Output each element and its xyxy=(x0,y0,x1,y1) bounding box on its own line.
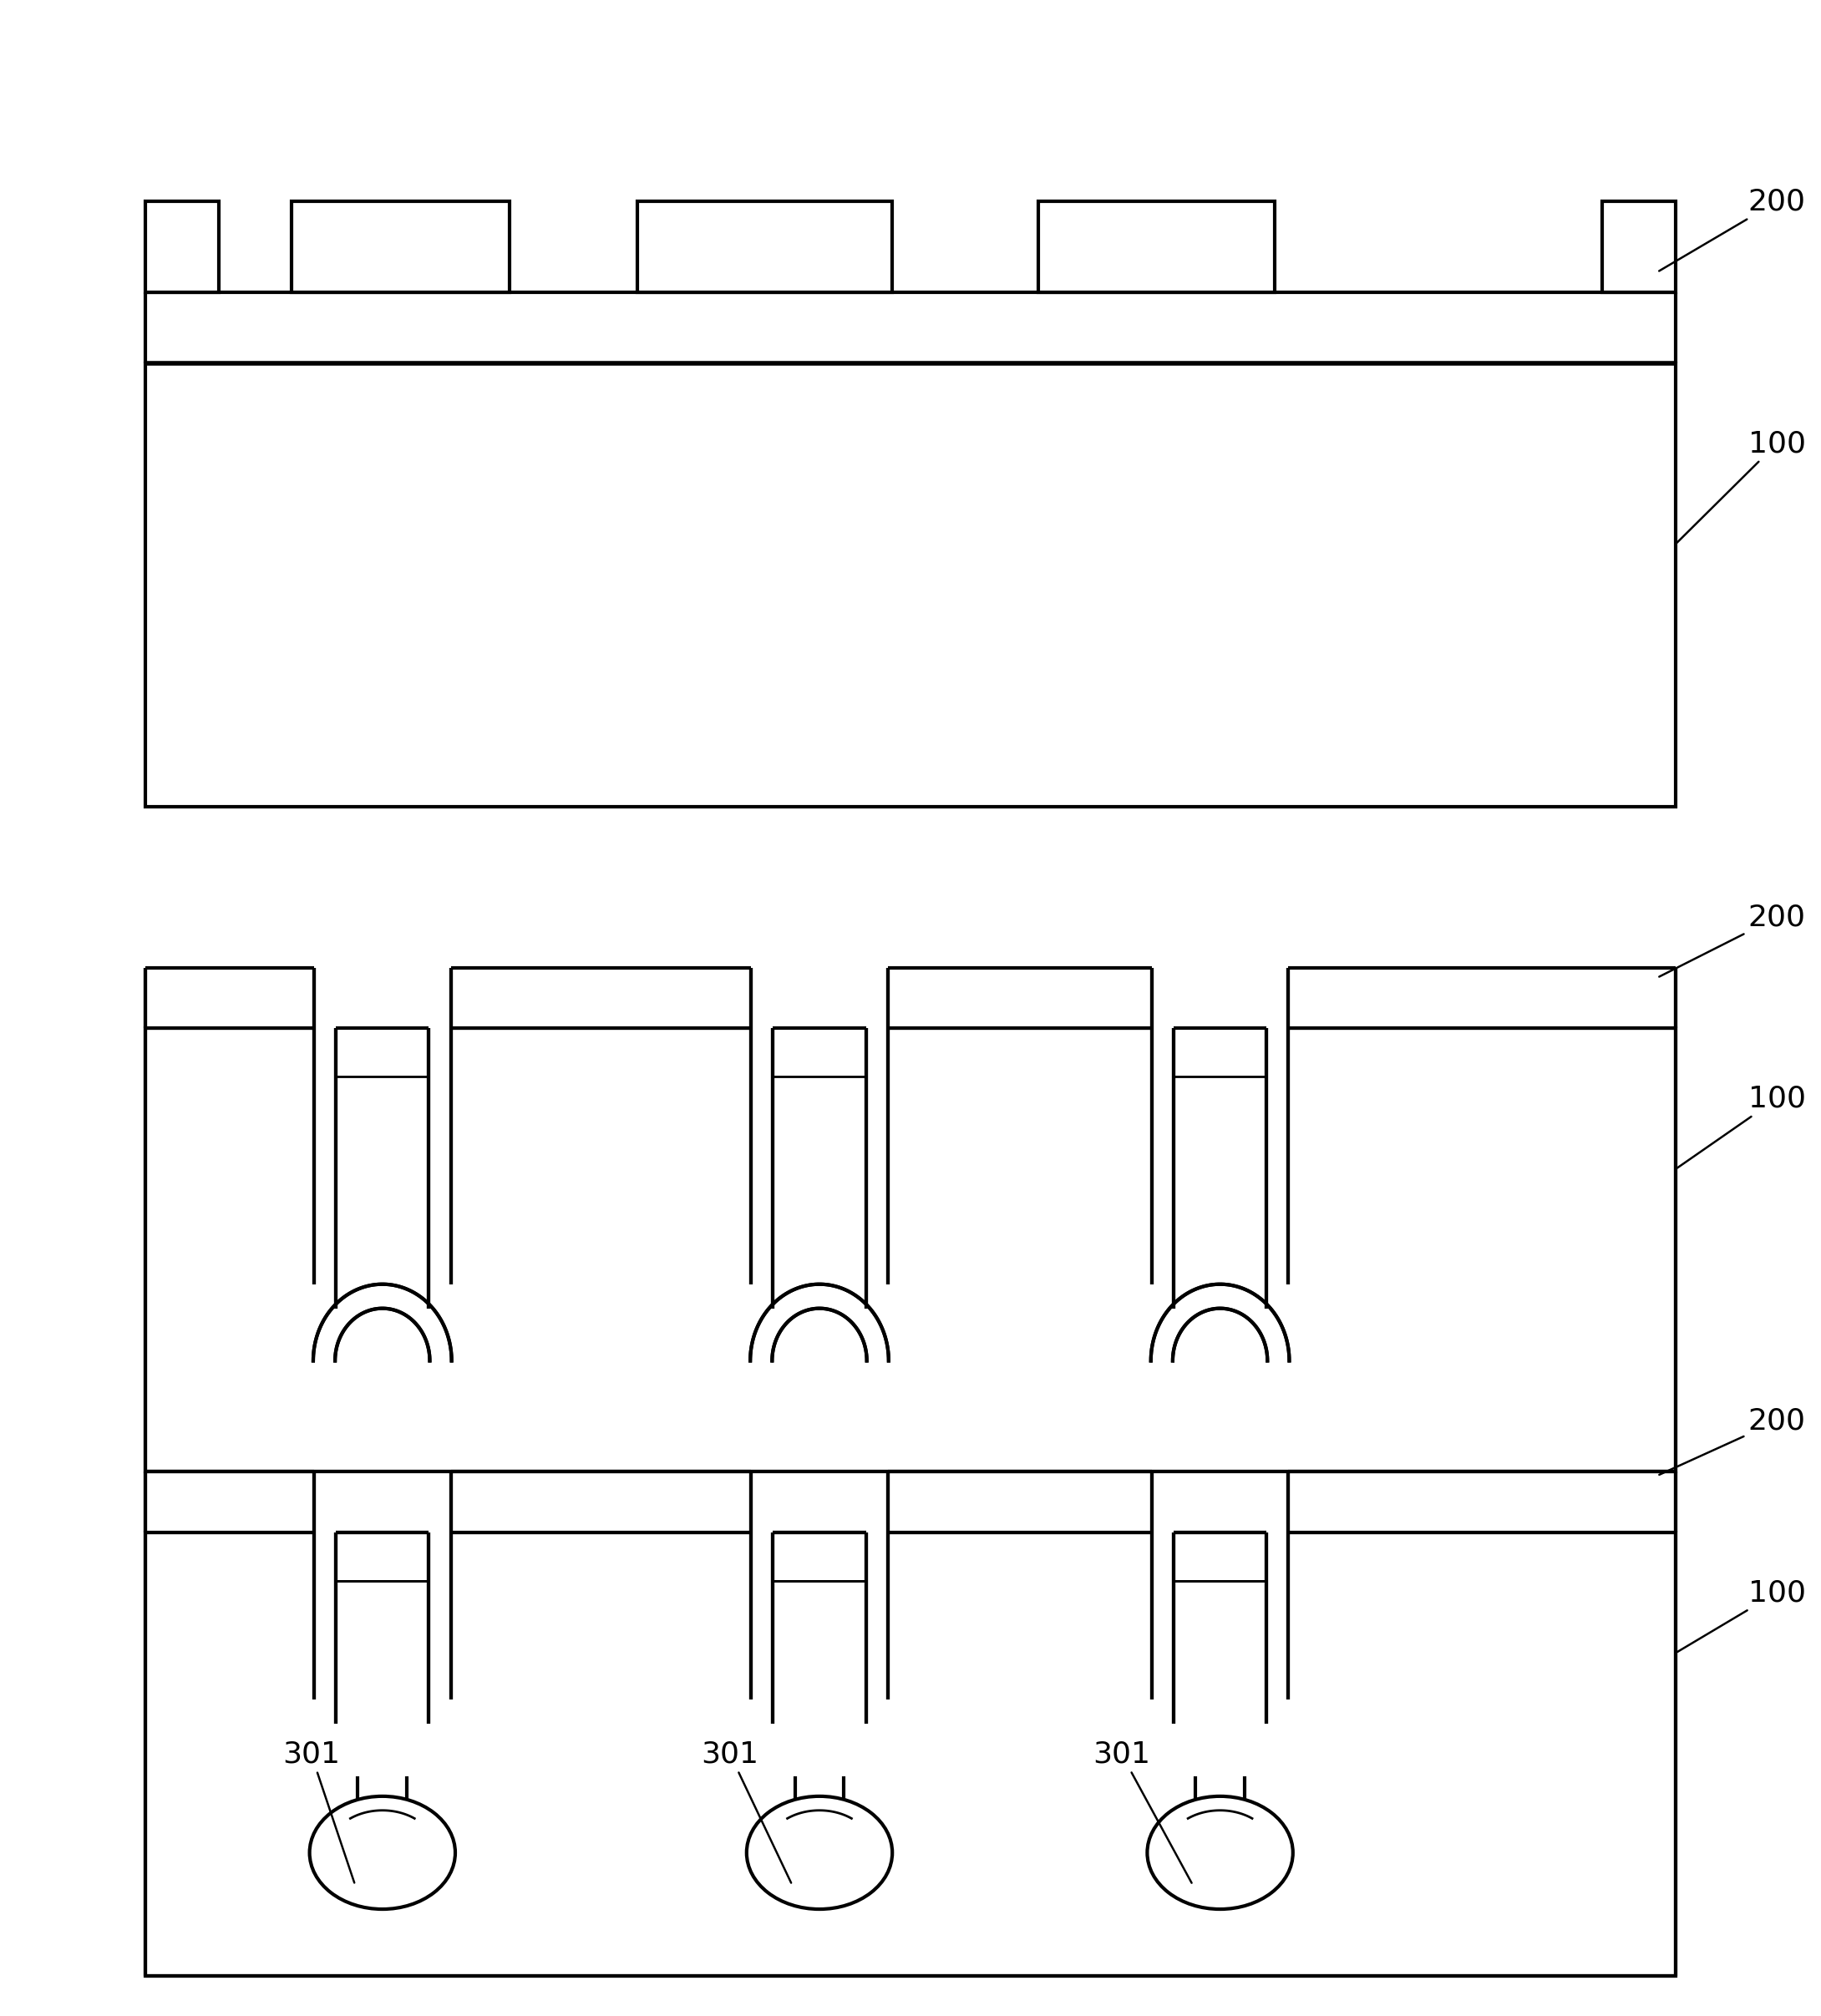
Bar xyxy=(291,202,510,292)
Text: 200: 200 xyxy=(1659,1407,1806,1476)
Polygon shape xyxy=(750,1284,889,1361)
Polygon shape xyxy=(313,1284,452,1361)
Bar xyxy=(146,1472,313,1532)
Bar xyxy=(1289,1472,1675,1532)
Polygon shape xyxy=(1151,1284,1289,1361)
Text: 200: 200 xyxy=(1659,903,1806,976)
Ellipse shape xyxy=(747,1796,892,1909)
Bar xyxy=(335,1472,430,1776)
Polygon shape xyxy=(772,1308,867,1361)
Bar xyxy=(1038,202,1275,292)
Text: 301: 301 xyxy=(282,1740,355,1883)
Text: 100: 100 xyxy=(1677,1085,1806,1167)
Bar xyxy=(146,968,313,1028)
Text: 100: 100 xyxy=(1677,429,1806,542)
Bar xyxy=(889,1472,1153,1532)
Bar xyxy=(867,968,889,1361)
Bar xyxy=(637,202,892,292)
Bar xyxy=(1153,1472,1175,1776)
Text: 200: 200 xyxy=(1659,187,1806,270)
Bar xyxy=(146,202,219,292)
Bar xyxy=(146,1532,1675,1976)
Bar xyxy=(774,1472,867,1776)
Text: 301: 301 xyxy=(701,1740,790,1883)
Bar xyxy=(313,968,335,1361)
Bar xyxy=(1175,1472,1267,1776)
Bar xyxy=(430,968,452,1361)
Ellipse shape xyxy=(1147,1796,1293,1909)
Bar xyxy=(1175,968,1267,1361)
Text: 301: 301 xyxy=(1093,1740,1191,1883)
Bar xyxy=(1153,968,1175,1361)
Bar xyxy=(430,1472,452,1776)
Bar xyxy=(452,968,752,1028)
Bar xyxy=(752,968,774,1361)
Bar xyxy=(452,1472,752,1532)
Polygon shape xyxy=(1173,1308,1267,1361)
Bar xyxy=(774,968,867,1361)
Bar xyxy=(335,968,430,1361)
Bar xyxy=(889,968,1153,1028)
Text: FIG. 2: FIG. 2 xyxy=(852,1625,969,1661)
Bar xyxy=(1289,968,1675,1028)
Bar xyxy=(146,1028,1675,1472)
Ellipse shape xyxy=(310,1796,455,1909)
Bar xyxy=(146,292,1675,363)
Bar xyxy=(1267,1472,1289,1776)
Polygon shape xyxy=(335,1308,430,1361)
Bar xyxy=(867,1472,889,1776)
Text: FIG. 1: FIG. 1 xyxy=(852,990,969,1026)
Bar xyxy=(1602,202,1675,292)
Bar xyxy=(313,1472,335,1776)
Bar xyxy=(752,1472,774,1776)
Bar xyxy=(1267,968,1289,1361)
Bar xyxy=(146,363,1675,806)
Text: 100: 100 xyxy=(1677,1579,1806,1651)
